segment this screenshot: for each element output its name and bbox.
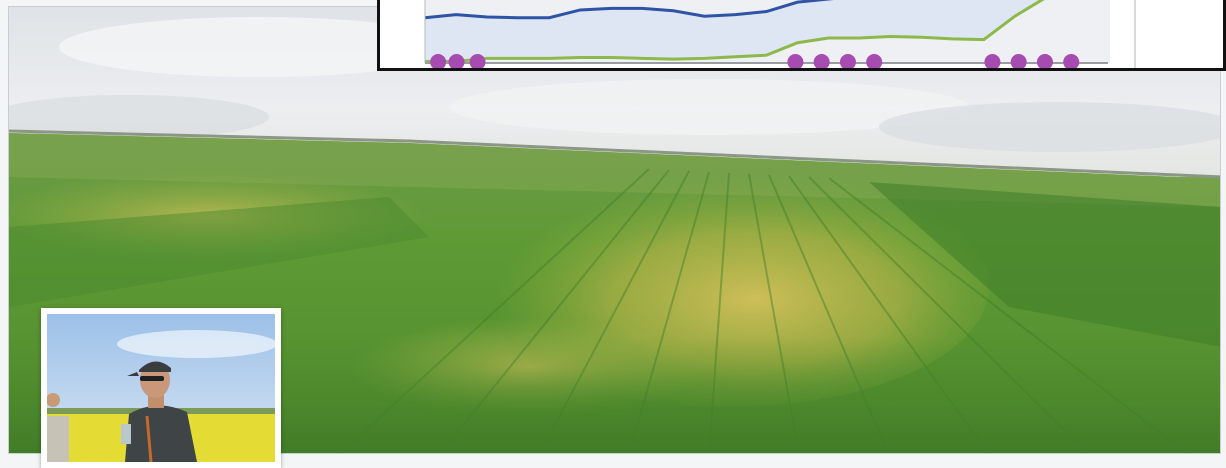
event-marker-3 [469, 54, 486, 68]
inset-photo-frame [41, 308, 281, 468]
series-line-1 [424, 0, 835, 20]
series-band [425, 0, 1042, 62]
event-marker-10 [1036, 54, 1053, 68]
line-chart-card [377, 0, 1226, 71]
event-marker-2 [448, 54, 465, 68]
event-marker-6 [839, 54, 856, 68]
composite-image [8, 0, 1226, 468]
line-chart [380, 0, 1223, 68]
event-marker-4 [787, 54, 804, 68]
event-marker-1 [430, 54, 447, 68]
event-marker-7 [866, 54, 883, 68]
event-marker-11 [1063, 54, 1080, 68]
event-marker-8 [984, 54, 1001, 68]
person-in-canola-photo [47, 314, 275, 462]
event-marker-5 [813, 54, 830, 68]
series-line-2 [425, 0, 1045, 63]
event-marker-9 [1010, 54, 1027, 68]
